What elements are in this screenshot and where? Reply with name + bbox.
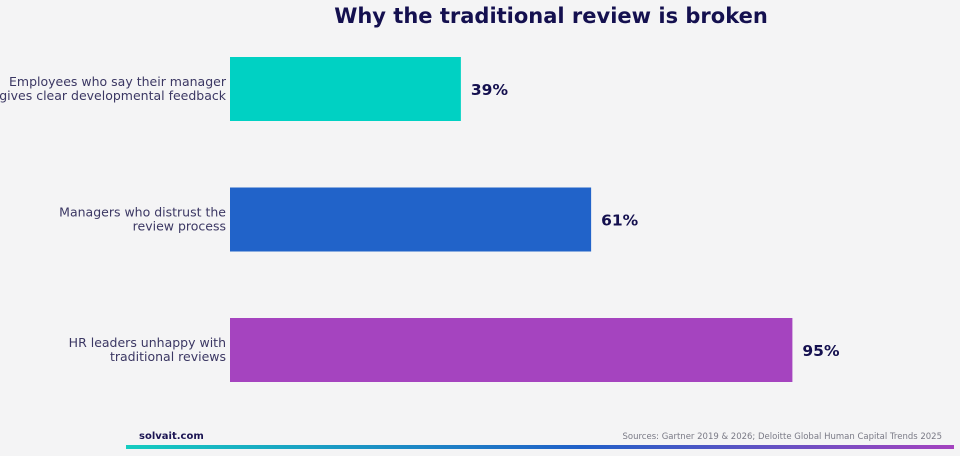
category-label-line: Employees who say their manager <box>9 74 227 89</box>
bar-2 <box>230 187 592 252</box>
category-label-line: review process <box>133 219 226 234</box>
bar-1 <box>230 57 461 121</box>
category-label-line: traditional reviews <box>110 349 226 364</box>
category-label-line: Managers who distrust the <box>59 205 226 220</box>
value-label-1: 39% <box>471 81 509 99</box>
footer-gradient-rule <box>126 445 954 449</box>
value-label-3: 95% <box>802 342 840 360</box>
category-label-line: HR leaders unhappy with <box>69 335 226 350</box>
bar-3 <box>230 318 793 382</box>
footer-brand[interactable]: solvait.com <box>139 431 204 442</box>
category-label-2: Managers who distrust the review process <box>59 205 226 234</box>
category-label-line: gives clear developmental feedback <box>0 88 227 103</box>
category-label-3: HR leaders unhappy with traditional revie… <box>69 335 226 364</box>
footer-source: Sources: Gartner 2019 & 2026; Deloitte G… <box>622 432 943 442</box>
chart-title: Why the traditional review is broken <box>334 4 768 28</box>
bars-group: 39% Employees who say their manager gives … <box>0 57 840 382</box>
value-label-2: 61% <box>601 212 639 230</box>
category-label-1: Employees who say their manager gives cle… <box>0 74 227 103</box>
